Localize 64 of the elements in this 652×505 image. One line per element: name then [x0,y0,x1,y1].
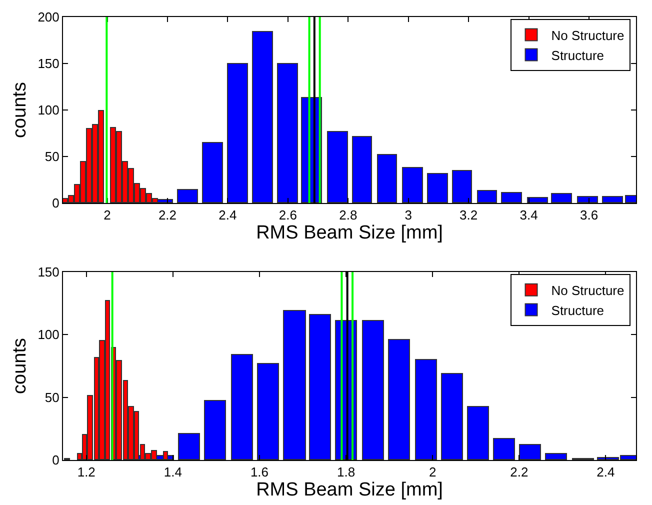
bar [277,63,298,203]
y-tick-label: 0 [52,452,60,468]
bar [427,173,448,203]
y-tick-label: 100 [38,327,60,342]
bar [202,142,223,203]
bar [493,438,515,460]
x-tick-label: 2 [104,208,111,223]
bar [467,406,489,460]
bar [227,63,248,203]
bar [257,362,279,460]
bar [309,314,331,460]
bar [178,432,200,460]
x-tick-label: 3 [404,208,412,223]
bar [377,154,397,203]
bar [477,190,497,203]
y-tick-label: 0 [52,196,60,211]
bar [501,192,522,203]
legend-label: No Structure [551,282,624,298]
bar [545,452,567,460]
bar [519,444,541,460]
y-axis-title: counts [10,338,31,394]
bar [252,31,273,203]
bar [177,189,198,203]
x-tick-label: 3.6 [580,208,598,223]
x-tick-label: 2.4 [218,208,237,223]
bar [577,196,598,203]
bar [231,354,253,460]
legend-label: Structure [551,48,604,63]
bar [327,131,348,203]
bar [452,170,472,203]
bar [415,358,437,460]
legend-label: Structure [551,302,604,318]
x-axis-title: RMS Beam Size [mm] [256,222,443,244]
x-axis-title: RMS Beam Size [mm] [256,480,443,501]
x-tick-label: 3.4 [520,208,538,223]
y-tick-label: 150 [38,56,60,72]
x-tick-label: 1.4 [164,464,182,480]
y-axis-title: counts [10,82,31,138]
bar [283,310,306,460]
bar [551,193,572,203]
bar [441,372,463,460]
x-tick-label: 2.6 [278,208,297,223]
y-tick-label: 50 [44,149,60,164]
y-tick-label: 100 [38,102,60,118]
bar [527,197,548,203]
bar [388,338,410,460]
x-tick-label: 2.2 [510,464,528,480]
x-tick-label: 2.4 [596,464,615,480]
legend-label: No Structure [551,28,624,43]
x-tick-label: 1.2 [77,464,96,480]
bar [352,136,372,203]
y-tick-label: 150 [38,264,60,280]
bar [204,400,226,460]
bar [602,196,623,203]
y-tick-label: 50 [44,390,60,405]
bar [362,320,384,460]
bar [402,167,423,203]
x-tick-label: 2 [428,464,436,480]
x-tick-label: 1.6 [250,464,269,480]
x-tick-label: 3.2 [460,208,478,223]
x-tick-label: 2.2 [158,208,177,223]
x-tick-label: 2.8 [339,208,358,223]
y-tick-label: 200 [38,10,60,25]
x-tick-label: 1.8 [337,464,356,480]
